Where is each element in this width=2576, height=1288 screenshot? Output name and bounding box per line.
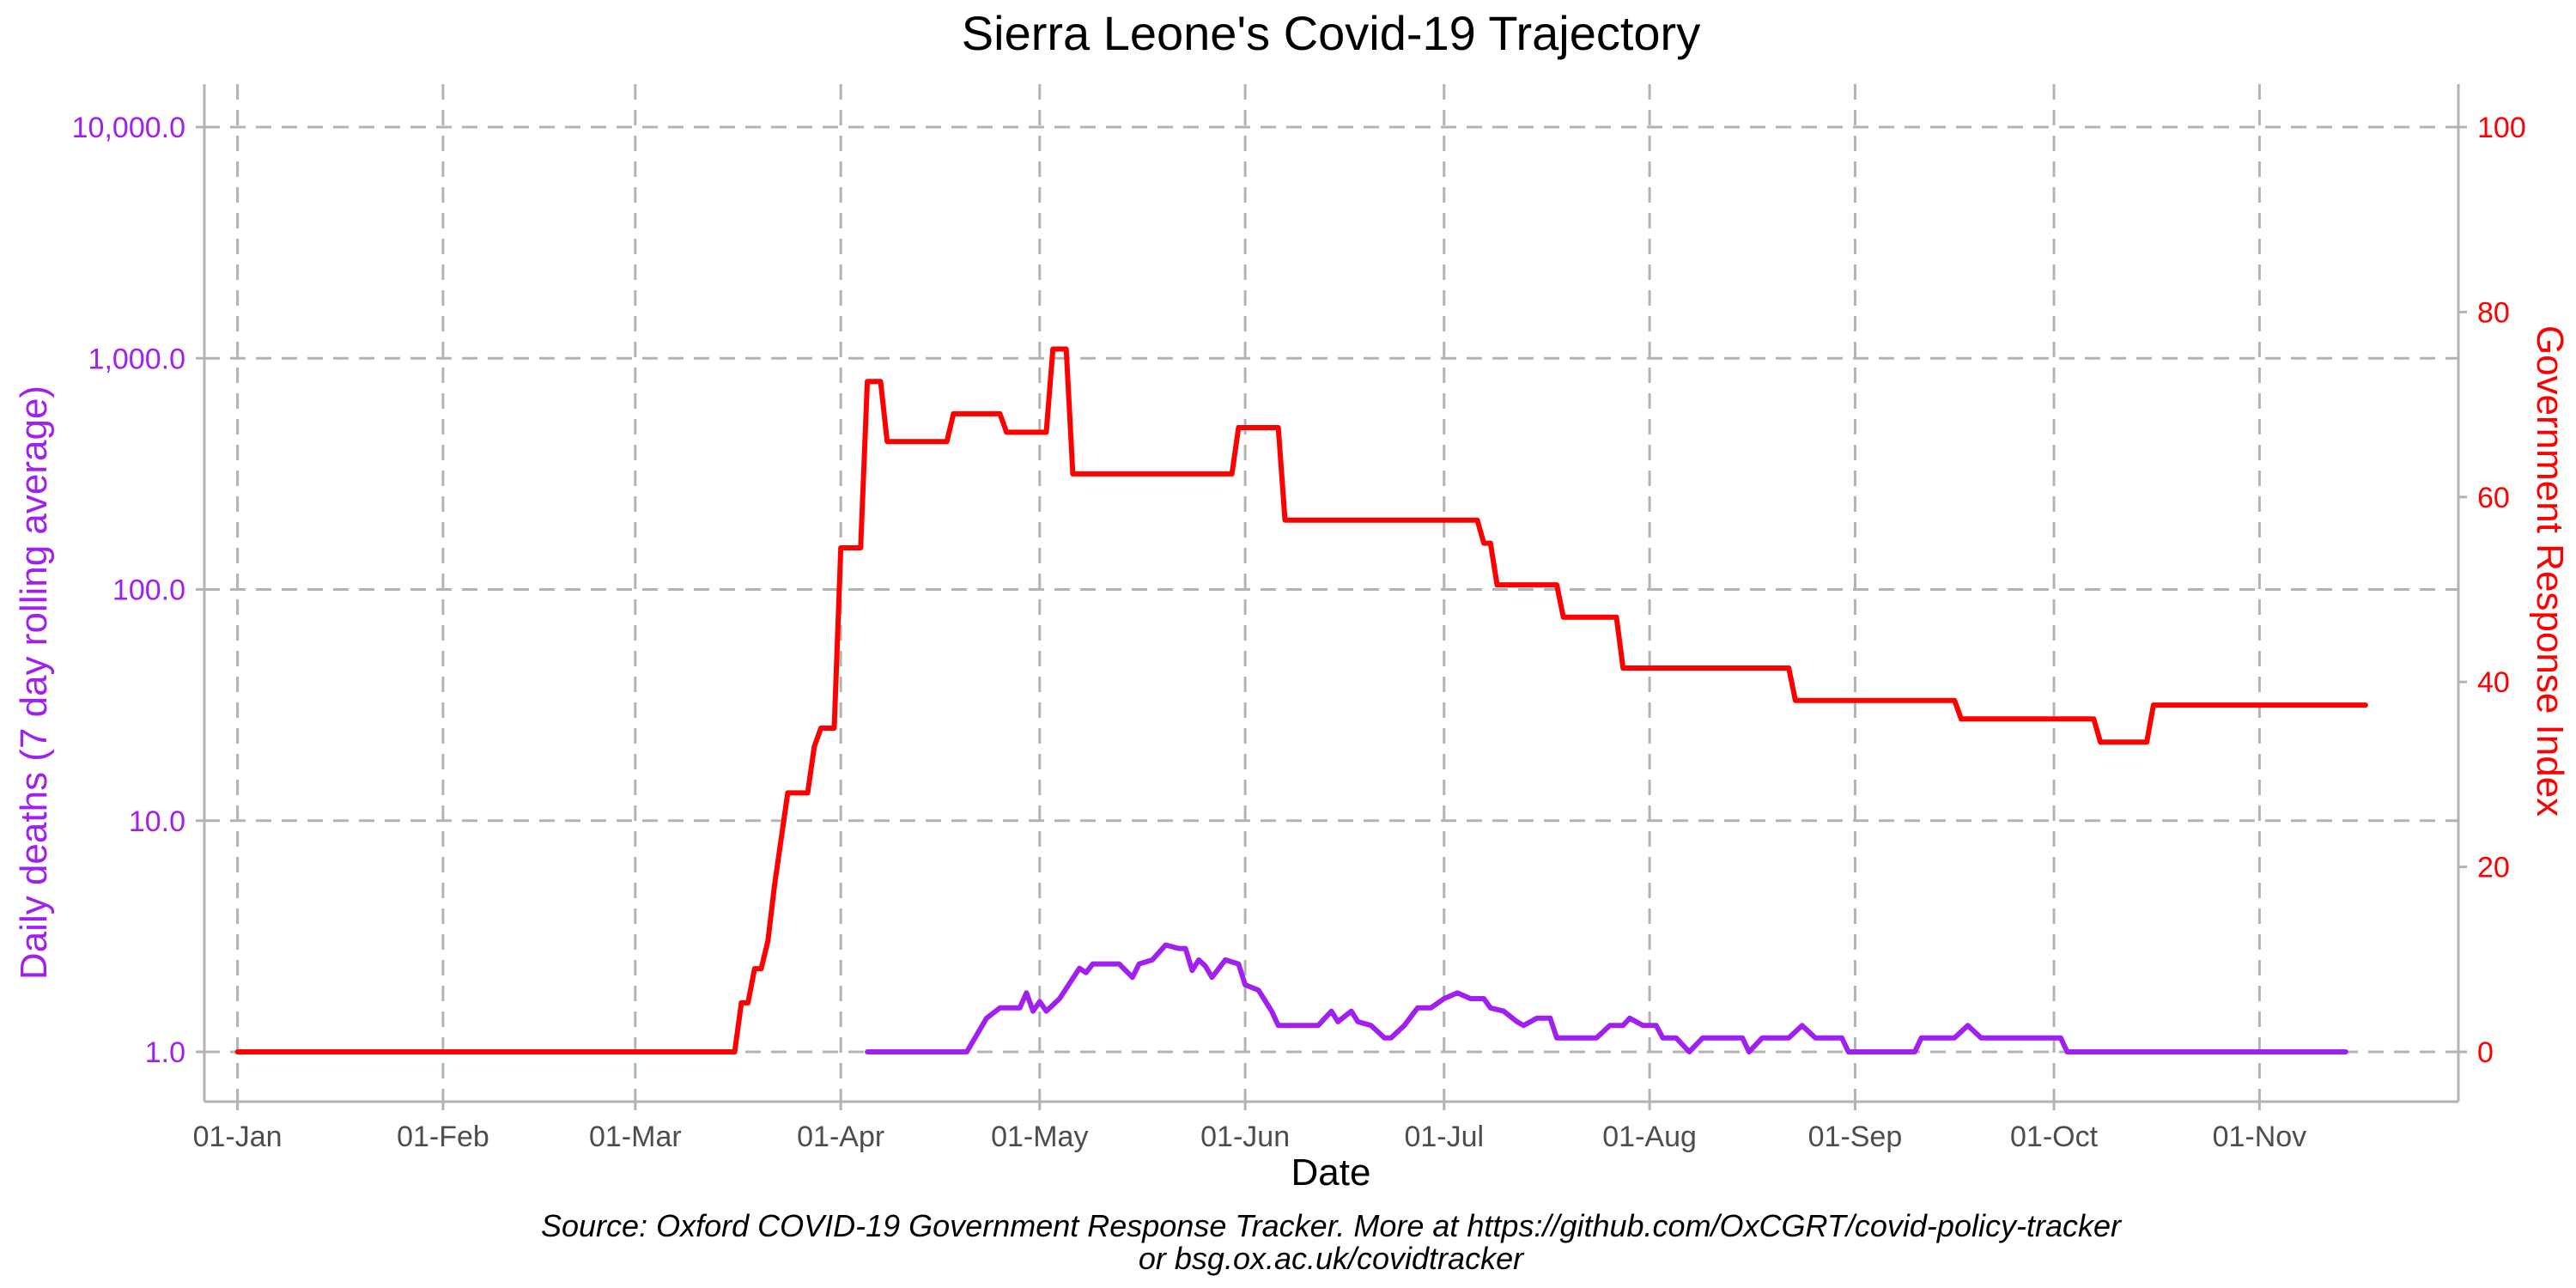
left-tick-label: 1,000.0 (88, 343, 185, 375)
right-tick-label: 100 (2477, 112, 2526, 144)
x-axis-title: Date (1291, 1151, 1371, 1194)
x-tick-label: 01-Apr (797, 1121, 884, 1153)
series-line-daily-deaths (865, 942, 2348, 1054)
x-tick-label: 01-Jun (1200, 1121, 1290, 1153)
x-tick-label: 01-May (991, 1121, 1088, 1153)
right-tick-label: 40 (2477, 666, 2510, 699)
grid (204, 84, 2458, 1102)
x-tick-label: 01-Aug (1602, 1121, 1697, 1153)
series-layer (234, 346, 2368, 1054)
source-caption-line1: Source: Oxford COVID-19 Government Respo… (541, 1208, 2123, 1243)
right-axis-ticks: 0 20 40 60 80 100 (2458, 112, 2526, 1069)
x-tick-label: 01-Oct (2010, 1121, 2099, 1153)
right-axis-title: Government Response Index (2529, 325, 2571, 817)
x-tick-label: 01-Nov (2213, 1121, 2307, 1153)
left-axis-title: Daily deaths (7 day rolling average) (13, 386, 55, 980)
source-caption-line2: or bsg.ox.ac.uk/covidtracker (1139, 1241, 1525, 1276)
right-tick-label: 0 (2477, 1036, 2494, 1069)
x-tick-label: 01-Feb (397, 1121, 489, 1153)
x-tick-label: 01-Jul (1404, 1121, 1484, 1153)
left-axis-ticks: 1.0 10.0 100.0 1,000.0 10,000.0 (72, 112, 204, 1069)
left-tick-label: 1.0 (145, 1036, 185, 1069)
x-tick-label: 01-Sep (1808, 1121, 1903, 1153)
x-tick-label: 01-Jan (193, 1121, 283, 1153)
x-axis-ticks: 01-Jan 01-Feb 01-Mar 01-Apr 01-May 01-Jun 01-J… (193, 1102, 2307, 1153)
x-tick-label: 01-Mar (589, 1121, 682, 1153)
left-tick-label: 100.0 (112, 574, 185, 607)
right-tick-label: 20 (2477, 852, 2510, 884)
left-tick-label: 10.0 (129, 805, 185, 838)
right-tick-label: 80 (2477, 296, 2510, 329)
right-tick-label: 60 (2477, 482, 2510, 514)
left-tick-label: 10,000.0 (72, 112, 185, 144)
chart-title: Sierra Leone's Covid-19 Trajectory (962, 6, 1700, 60)
series-line-government-response-index (234, 346, 2368, 1054)
